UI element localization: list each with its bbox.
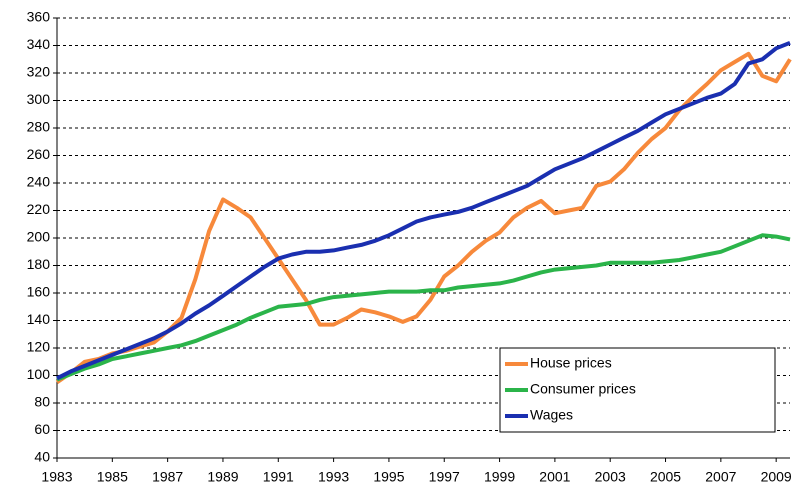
- series-line: [55, 51, 792, 385]
- x-tick-label: 1999: [484, 469, 515, 485]
- legend-box: [499, 347, 776, 433]
- x-tick-label: 2001: [539, 469, 570, 485]
- x-tick-label: 1997: [429, 469, 460, 485]
- legend-label: Wages: [530, 407, 573, 423]
- y-tick-label: 100: [27, 366, 51, 382]
- y-tick-label: 60: [34, 421, 50, 437]
- x-tick-label: 2007: [705, 469, 736, 485]
- y-tick-label: 140: [27, 311, 51, 327]
- y-tick-label: 240: [27, 174, 51, 190]
- y-tick-label: 340: [27, 36, 51, 52]
- y-tick-label: 40: [34, 449, 50, 465]
- y-tick-label: 300: [27, 91, 51, 107]
- series-line: [56, 233, 791, 382]
- series-line: [56, 40, 791, 381]
- y-tick-label: 200: [27, 229, 51, 245]
- y-tick-label: 220: [27, 201, 51, 217]
- x-tick-label: 2003: [595, 469, 626, 485]
- y-tick-label: 280: [27, 119, 51, 135]
- x-tick-label: 1987: [152, 469, 183, 485]
- y-tick-label: 120: [27, 339, 51, 355]
- y-tick-label: 320: [27, 64, 51, 80]
- legend-label: House prices: [530, 355, 612, 371]
- legend: House prices Consumer prices Wages: [499, 347, 776, 433]
- y-tick-label: 80: [34, 394, 50, 410]
- x-tick-label: 2005: [650, 469, 681, 485]
- y-tick-label: 260: [27, 146, 51, 162]
- y-tick-label: 180: [27, 256, 51, 272]
- x-tick-label: 2009: [761, 469, 792, 485]
- x-tick-label: 1985: [97, 469, 128, 485]
- y-tick-label: 360: [27, 9, 51, 25]
- x-tick-label: 1983: [41, 469, 72, 485]
- legend-label: Consumer prices: [530, 381, 636, 397]
- y-tick-label: 160: [27, 284, 51, 300]
- x-tick-label: 1991: [263, 469, 294, 485]
- x-tick-label: 1995: [373, 469, 404, 485]
- x-tick-label: 1989: [207, 469, 238, 485]
- x-tick-label: 1993: [318, 469, 349, 485]
